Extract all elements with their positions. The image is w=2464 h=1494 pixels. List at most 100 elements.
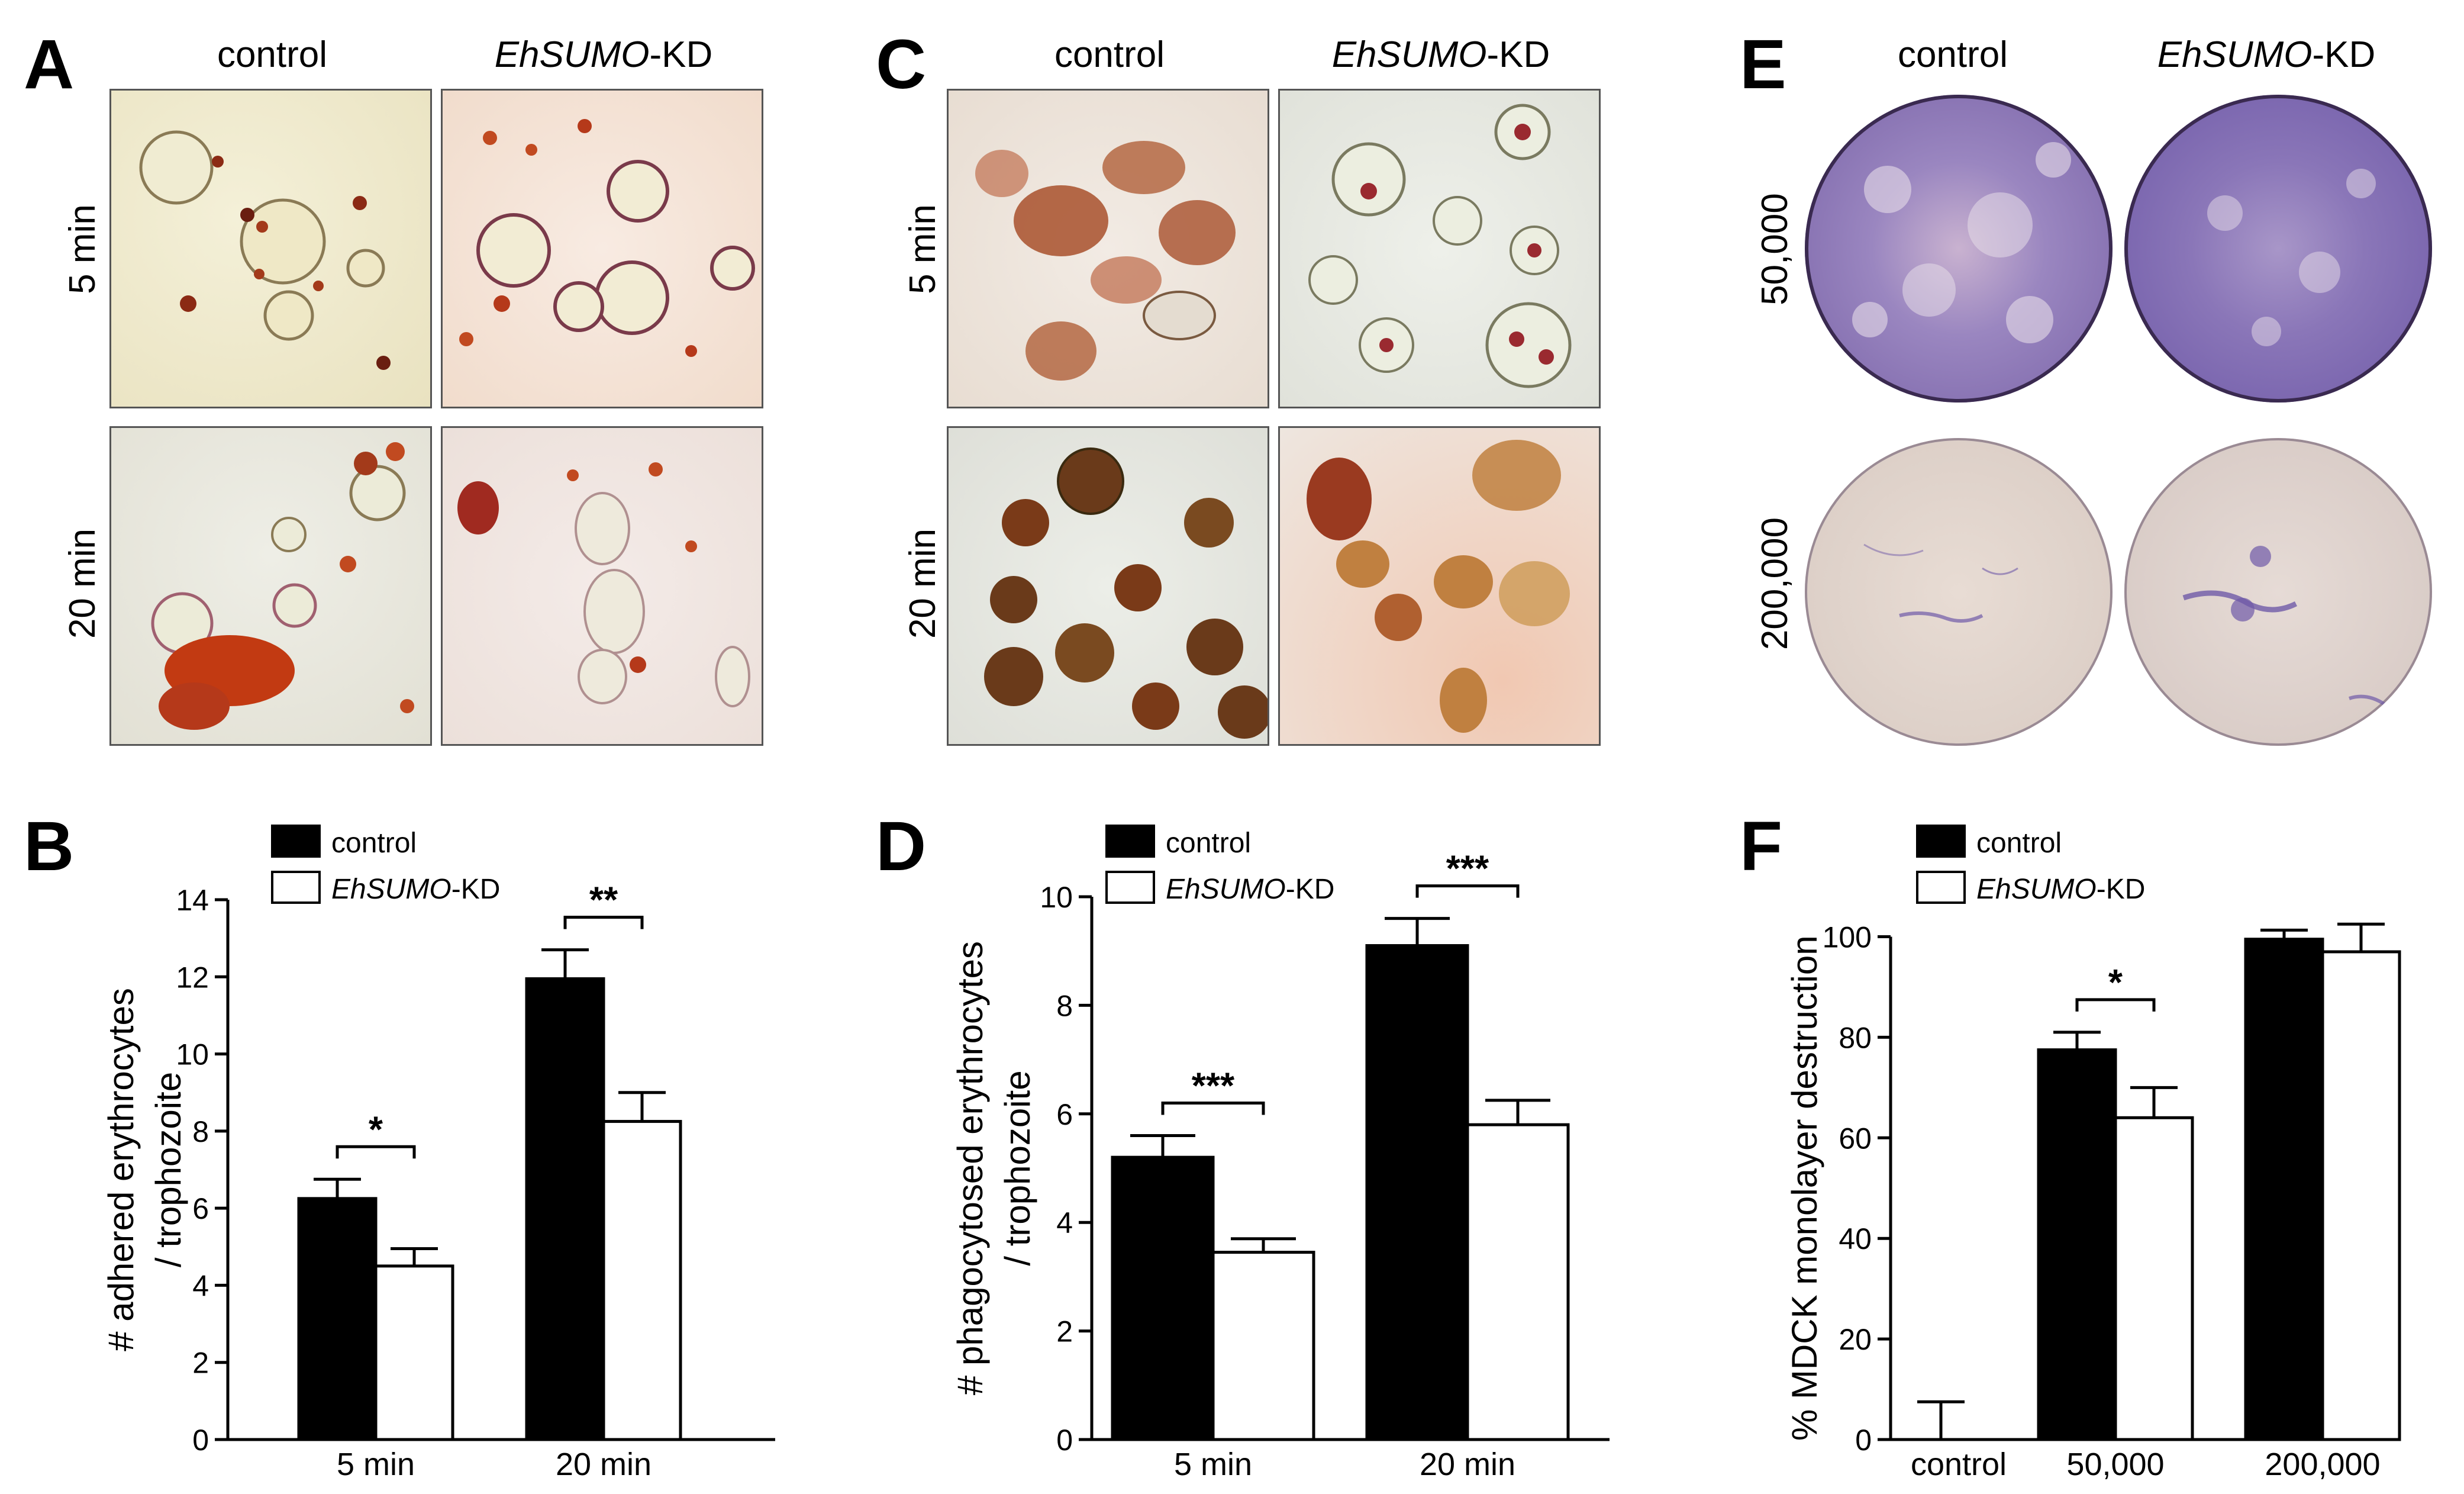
y-tick-label: 2 [192, 1347, 209, 1380]
chart-b: B 0 2 4 6 8 10 12 14 # adhered erythrocytes / tro… [24, 807, 775, 1482]
micrograph-a-kd-5min [441, 89, 763, 408]
legend-label-kd-suffix: -KD [1286, 874, 1335, 905]
legend-swatch-control [1916, 825, 1966, 858]
y-tick-label: 10 [176, 1038, 209, 1071]
legend-swatch-kd [1105, 871, 1155, 904]
legend-swatch-control [271, 825, 321, 858]
x-category-label: 50,000 [2066, 1447, 2164, 1482]
significance-bracket [1415, 884, 1520, 898]
panel-c-col-kd-suffix: -KD [1486, 34, 1550, 75]
panel-a-col-kd-italic: EhSUMO [494, 34, 650, 75]
panel-c-col-control: control [1054, 34, 1165, 75]
y-tick-label: 4 [192, 1269, 209, 1302]
legend-label-kd: EhSUMO-KD [1166, 874, 1334, 905]
bar-kd [1466, 1123, 1570, 1441]
significance-marker: *** [1192, 1065, 1235, 1106]
significance-bracket [563, 916, 644, 929]
chart-f: F 0 20 40 60 80 100% MDCK monolayer destructi… [1740, 807, 2401, 1482]
x-category-label: 20 min [556, 1447, 652, 1482]
significance-marker: * [369, 1109, 383, 1150]
x-category-label: control [1911, 1447, 2007, 1482]
legend-label-control: control [1166, 828, 1251, 859]
adhered-cells-drawing [457, 462, 750, 707]
y-tick-label: 0 [1056, 1424, 1073, 1457]
bar-control [1111, 1155, 1215, 1441]
bar-kd [2321, 950, 2401, 1441]
panel-a-col-kd: EhSUMO-KD [444, 37, 763, 73]
bar-control [525, 977, 605, 1441]
bar-control [297, 1197, 378, 1441]
legend-label-kd-suffix: -KD [451, 874, 501, 905]
legend-label-kd-italic: EhSUMO [331, 874, 451, 905]
y-tick-label: 14 [176, 884, 209, 917]
dish-control-50000 [1805, 95, 2113, 403]
x-category-label: 20 min [1420, 1447, 1515, 1482]
monolayer-pattern [2207, 169, 2376, 346]
y-tick-label: 10 [1040, 881, 1073, 914]
significance-marker: *** [1446, 849, 1489, 890]
significance-marker: * [2108, 962, 2123, 1003]
y-axis-label-line2: / trophozoite [998, 1070, 1037, 1266]
y-tick-label: 6 [1056, 1098, 1073, 1131]
panel-c-col-kd: EhSUMO-KD [1281, 37, 1601, 73]
y-tick-label: 40 [1839, 1222, 1872, 1255]
y-tick-label: 60 [1839, 1122, 1872, 1155]
panel-e-col-kd: EhSUMO-KD [2107, 37, 2426, 73]
legend-label-kd: EhSUMO-KD [1976, 874, 2145, 905]
y-tick-label: 8 [192, 1115, 209, 1148]
chart-d: D 0 2 4 6 8 10 # phagocytosed erythrocytes / tr… [876, 807, 1610, 1482]
panel-e-col-kd-suffix: -KD [2312, 34, 2376, 75]
significance-bracket [1161, 1101, 1265, 1115]
y-tick-label: 12 [176, 961, 209, 994]
bar-kd [1211, 1251, 1315, 1441]
bar-control [2244, 938, 2324, 1441]
significance-bracket [2075, 998, 2156, 1012]
y-tick-label: 0 [1855, 1424, 1872, 1457]
panel-a-col-kd-suffix: -KD [649, 34, 713, 75]
legend-label-control: control [1976, 828, 2062, 859]
panel-letter-a: A [24, 25, 75, 104]
bar-kd [374, 1264, 454, 1441]
y-tick-label: 2 [1056, 1315, 1073, 1348]
panel-letter-d: D [876, 807, 926, 886]
legend-label-kd: EhSUMO-KD [331, 874, 500, 905]
significance-marker: ** [589, 880, 618, 921]
adhered-cells-drawing [459, 119, 755, 357]
y-tick-label: 0 [192, 1424, 209, 1457]
panel-letter-f: F [1740, 807, 1782, 886]
phagocytosed-cells-drawing [984, 447, 1268, 739]
significance-bracket [336, 1145, 416, 1159]
micrograph-a-control-20min [109, 426, 432, 746]
phagocytosed-cells-drawing [1307, 440, 1570, 733]
micrograph-c-kd-5min [1278, 89, 1601, 408]
dish-kd-50000 [2124, 95, 2432, 403]
monolayer-pattern [2182, 546, 2386, 706]
micrograph-a-kd-20min [441, 426, 763, 746]
x-category-label: 5 min [337, 1447, 415, 1482]
y-tick-label: 8 [1056, 989, 1073, 1022]
micrograph-c-control-5min [947, 89, 1269, 408]
phagocytosed-cells-drawing [1308, 104, 1572, 388]
legend-label-kd-italic: EhSUMO [1166, 874, 1286, 905]
y-tick-label: 6 [192, 1192, 209, 1225]
phagocytosed-cells-drawing [975, 141, 1236, 381]
y-tick-label: 80 [1839, 1021, 1872, 1054]
adhered-cells-drawing [151, 442, 414, 730]
bar-kd [602, 1120, 682, 1441]
legend-swatch-control [1105, 825, 1155, 858]
legend-swatch-kd [1916, 871, 1966, 904]
panel-e-col-control: control [1897, 34, 2008, 75]
x-category-label: 200,000 [2265, 1447, 2380, 1482]
y-axis-label: % MDCK monolayer destruction [1785, 935, 1824, 1441]
micrograph-c-kd-20min [1278, 426, 1601, 746]
legend-label-kd-italic: EhSUMO [1976, 874, 2097, 905]
bar-control [1365, 944, 1469, 1441]
bar-control [2037, 1048, 2117, 1441]
legend-label-kd-suffix: -KD [2097, 874, 2146, 905]
micrograph-c-control-20min [947, 426, 1269, 746]
panel-letter-c: C [876, 25, 927, 104]
y-axis-label-line2: / trophozoite [149, 1072, 188, 1267]
panel-letter-e: E [1740, 25, 1786, 104]
panel-letter-b: B [24, 807, 74, 886]
